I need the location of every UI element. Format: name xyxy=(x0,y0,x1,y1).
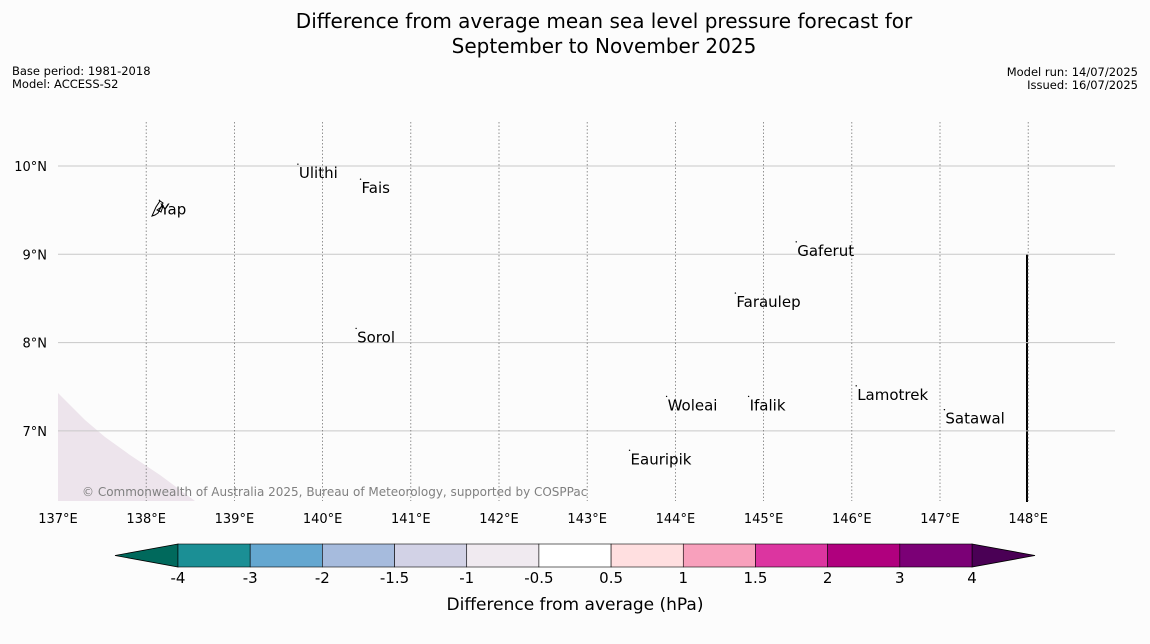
colorbar-tick-label: -4 xyxy=(171,569,186,587)
lon-tick-label: 144°E xyxy=(656,512,696,527)
pressure-anomaly-shading xyxy=(58,393,195,501)
base-period: Base period: 1981-2018 xyxy=(12,64,151,78)
colorbar-segment xyxy=(827,543,901,568)
colorbar-under-triangle xyxy=(114,543,179,568)
island-dot xyxy=(628,449,631,451)
colorbar-segment xyxy=(682,543,756,568)
colorbar-segment xyxy=(610,543,684,568)
model-run: Model run: 14/07/2025 xyxy=(1006,65,1138,79)
island-dot xyxy=(297,163,299,165)
lon-tick-label: 148°E xyxy=(1008,512,1048,527)
island-dot xyxy=(795,241,797,243)
lon-tick-label: 141°E xyxy=(391,512,431,527)
colorbar-segment xyxy=(899,543,973,568)
meta-right: Model run: 14/07/2025 Issued: 16/07/2025 xyxy=(1007,66,1138,92)
colorbar-segment xyxy=(322,543,395,568)
lat-tick-label: 9°N xyxy=(23,248,48,263)
colorbar-title: Difference from average (hPa) xyxy=(447,595,704,615)
place-label: Faraulep xyxy=(736,293,800,311)
place-label: Ifalik xyxy=(750,396,786,414)
lon-tick-label: 146°E xyxy=(832,512,872,527)
place-label: Satawal xyxy=(945,410,1004,428)
copyright-notice: © Commonwealth of Australia 2025, Bureau… xyxy=(82,485,587,499)
colorbar-tick-label: 0.5 xyxy=(599,569,623,587)
colorbar-segment xyxy=(466,543,540,568)
colorbar-segment xyxy=(538,543,612,568)
place-label: Lamotrek xyxy=(857,386,928,404)
colorbar-tick-label: -3 xyxy=(243,569,258,587)
colorbar: -4 -3 -2 -1.5 -1 -0.5 0.5 1 1.5 2 3 4 Difference fro… xyxy=(114,543,1036,615)
colorbar-tick-label: 1.5 xyxy=(744,569,768,587)
title-line-1: Difference from average mean sea level p… xyxy=(295,9,913,33)
colorbar-tick-label: -0.5 xyxy=(524,569,553,587)
map-plot-area: © Commonwealth of Australia 2025, Bureau… xyxy=(58,122,1115,502)
place-label: Gaferut xyxy=(797,242,854,260)
colorbar-segment xyxy=(177,543,251,568)
lon-tick-label: 137°E xyxy=(38,512,78,527)
colorbar-segment xyxy=(755,543,828,568)
model-name: Model: ACCESS-S2 xyxy=(12,77,119,91)
place-label: Sorol xyxy=(357,328,395,346)
colorbar-segment xyxy=(249,543,323,568)
island-dot xyxy=(734,292,737,294)
colorbar-tick-label: 3 xyxy=(895,569,905,587)
lon-tick-label: 138°E xyxy=(126,512,166,527)
issued-date: Issued: 16/07/2025 xyxy=(1027,78,1138,92)
lon-tick-label: 142°E xyxy=(479,512,519,527)
lon-tick-label: 145°E xyxy=(744,512,784,527)
yap-island-outline xyxy=(151,200,164,217)
colorbar-segment xyxy=(394,543,468,568)
colorbar-tick-label: -2 xyxy=(315,569,330,587)
colorbar-tick-label: 2 xyxy=(823,569,833,587)
island-dot xyxy=(747,395,750,398)
place-label: Woleai xyxy=(668,396,718,414)
lon-tick-label: 147°E xyxy=(920,512,960,527)
lat-tick-label: 8°N xyxy=(23,337,48,352)
colorbar-tick-label: -1.5 xyxy=(380,569,409,587)
island-dot xyxy=(355,327,357,330)
island-dot xyxy=(855,385,857,387)
lat-tick-label: 7°N xyxy=(23,425,48,440)
lon-tick-label: 139°E xyxy=(215,512,255,527)
island-dot xyxy=(665,395,668,398)
title-line-2: September to November 2025 xyxy=(451,34,757,58)
lat-tick-label: 10°N xyxy=(14,160,47,175)
place-label: Ulithi xyxy=(299,164,338,182)
place-label: Fais xyxy=(362,179,391,197)
place-label: Eauripik xyxy=(631,450,692,468)
colorbar-over-triangle xyxy=(971,543,1036,568)
lon-tick-label: 143°E xyxy=(567,512,607,527)
colorbar-tick-label: 1 xyxy=(678,569,688,587)
island-dot xyxy=(359,178,362,180)
colorbar-tick-label: -1 xyxy=(459,569,474,587)
chart-title: Difference from average mean sea level p… xyxy=(0,9,1150,59)
colorbar-tick-label: 4 xyxy=(967,569,977,587)
lon-tick-label: 140°E xyxy=(303,512,343,527)
place-label: Yap xyxy=(159,200,186,218)
island-dot xyxy=(158,199,161,202)
meta-left: Base period: 1981-2018 Model: ACCESS-S2 xyxy=(12,65,151,91)
island-dot xyxy=(943,408,946,411)
